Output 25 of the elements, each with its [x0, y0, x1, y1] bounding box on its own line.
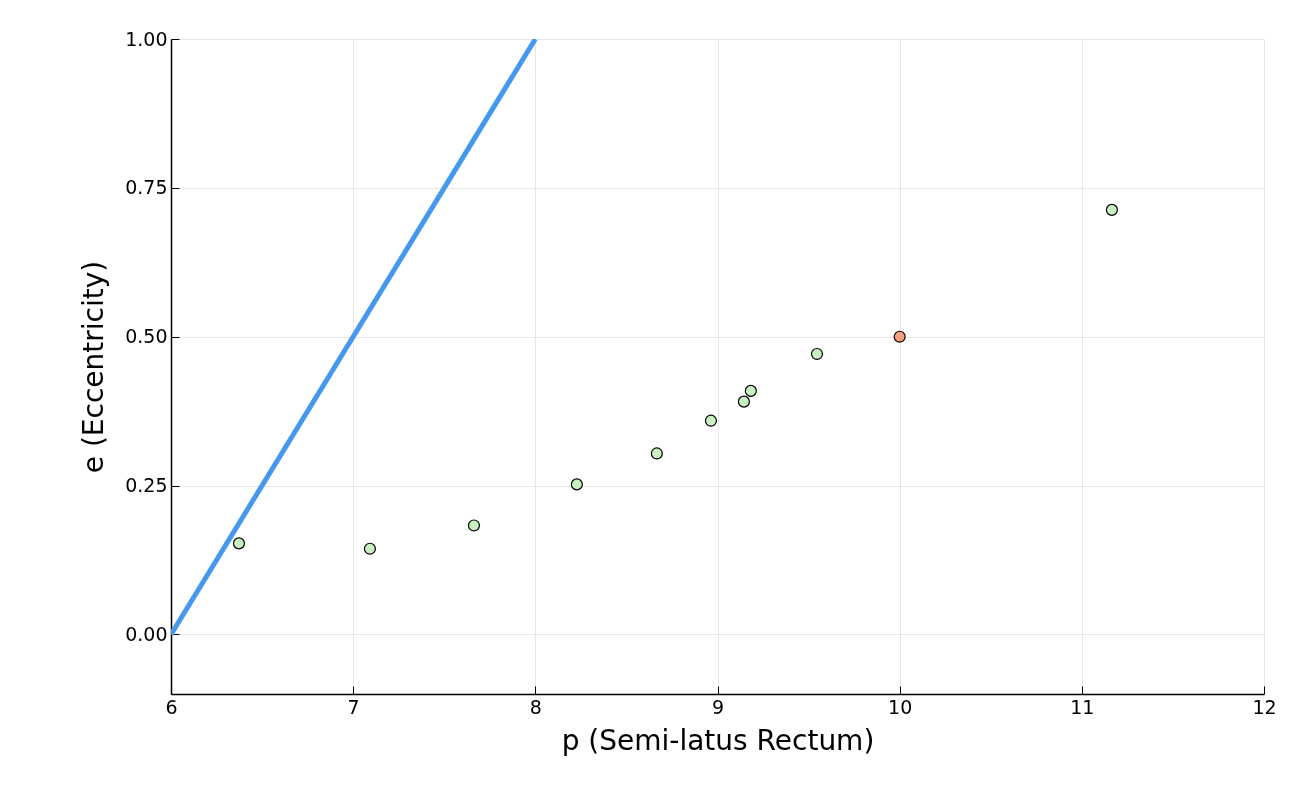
- point: [467, 519, 481, 532]
- point: [810, 347, 824, 361]
- y-tick-label: 0.00: [125, 622, 168, 645]
- point: [893, 330, 906, 343]
- x-tick-label: 8: [529, 695, 542, 718]
- x-tick-label: 7: [347, 695, 360, 718]
- point: [232, 537, 246, 550]
- point: [704, 414, 718, 427]
- y-tick-label: 0.25: [125, 474, 168, 497]
- y-tick-label: 0.50: [125, 325, 168, 348]
- point: [737, 395, 750, 408]
- x-tick-label: 6: [165, 695, 178, 718]
- point: [1105, 203, 1118, 216]
- point: [650, 447, 663, 460]
- y-axis-title: e (Eccentricity): [77, 260, 111, 474]
- x-tick-label: 9: [711, 695, 725, 718]
- x-axis-title: p (Semi-latus Rectum): [561, 723, 875, 757]
- y-tick-label: 0.75: [125, 176, 168, 199]
- x-tick-label: 11: [1070, 695, 1095, 718]
- x-tick-label: 12: [1252, 695, 1277, 718]
- point: [570, 478, 583, 491]
- point: [744, 384, 757, 397]
- y-tick-label: 1.00: [125, 27, 168, 50]
- x-tick-label: 10: [888, 695, 913, 718]
- point: [363, 542, 376, 555]
